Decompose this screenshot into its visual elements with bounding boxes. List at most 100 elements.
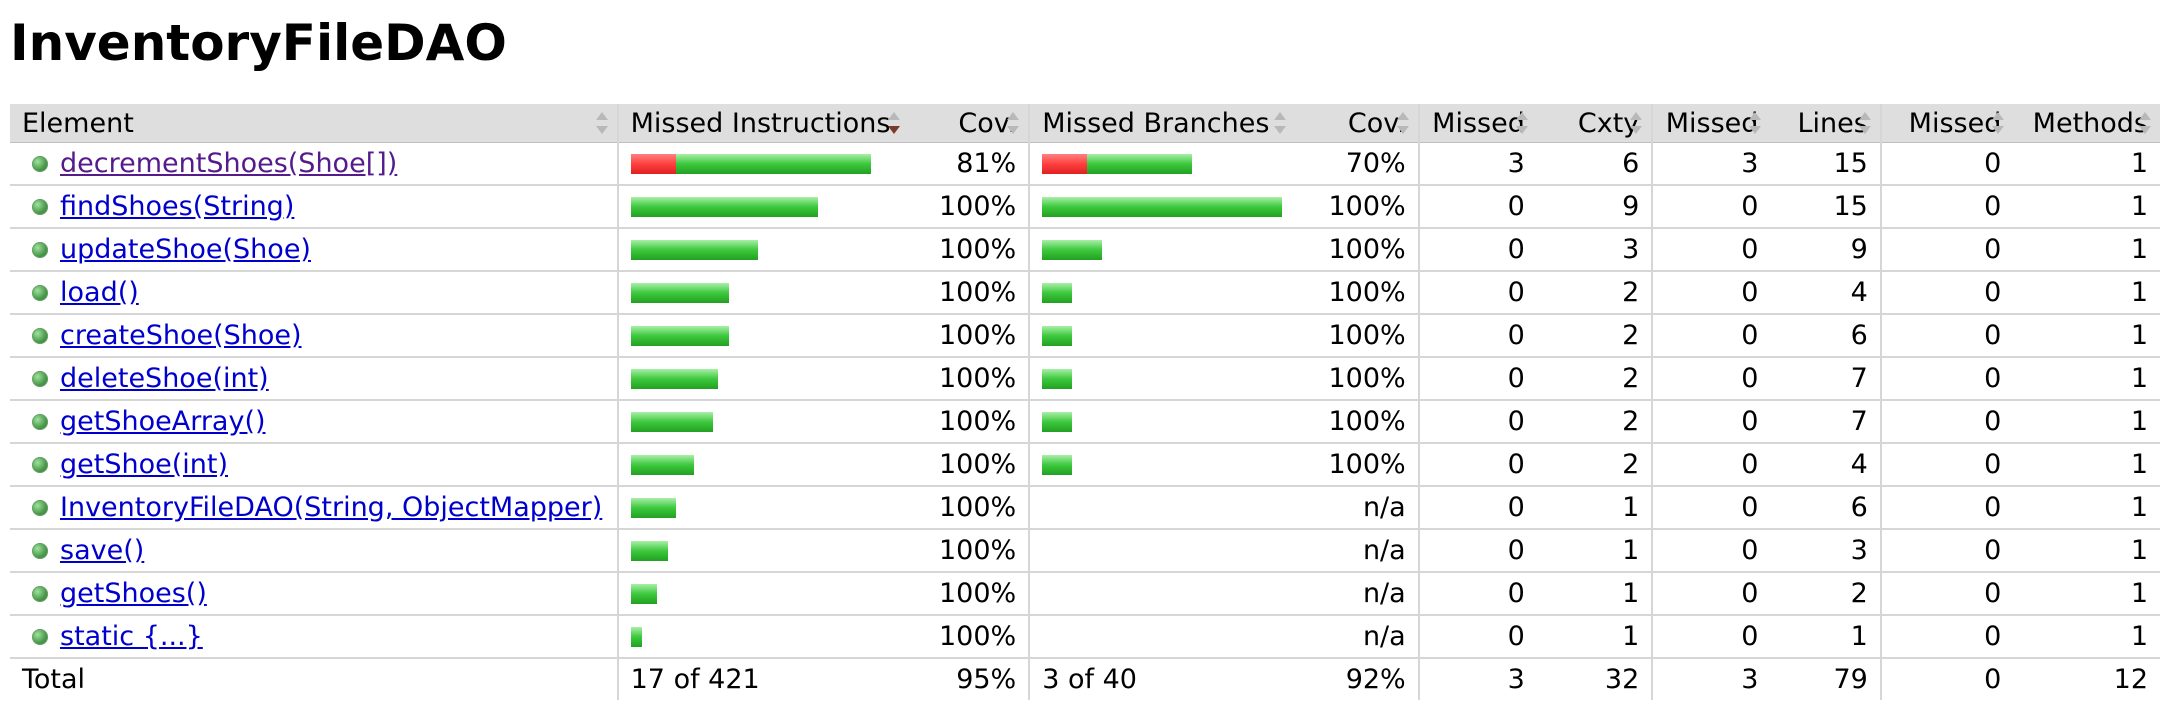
- missed-methods: 0: [1880, 486, 2014, 530]
- branches-covered-segment: [1087, 153, 1193, 174]
- table-row: deleteShoe(int) 100% 100% 0 2 0 7 0 1: [10, 357, 2160, 401]
- missed-branches-cell: [1029, 357, 1296, 401]
- branches-covered-segment: [1042, 411, 1073, 432]
- instructions-bar: [630, 583, 897, 604]
- method-link[interactable]: findShoes(String): [60, 191, 295, 222]
- missed-lines: 0: [1652, 228, 1771, 272]
- complexity: 2: [1536, 443, 1654, 487]
- column-header-label: Missed: [1665, 107, 1759, 139]
- method-link[interactable]: InventoryFileDAO(String, ObjectMapper): [60, 492, 603, 523]
- missed-branches-cell: [1029, 314, 1296, 358]
- branches-covered-segment: [1042, 239, 1103, 260]
- branches-coverage: n/a: [1295, 486, 1420, 530]
- public-method-icon: [32, 284, 48, 301]
- missed-lines: 0: [1652, 400, 1771, 444]
- instructions-bar: [630, 325, 897, 346]
- method-link[interactable]: updateShoe(Shoe): [60, 234, 311, 265]
- complexity: 1: [1536, 615, 1654, 659]
- column-header-missed-complexity[interactable]: Missed: [1418, 104, 1537, 143]
- methods: 1: [2013, 142, 2160, 186]
- branches-bar: [1042, 368, 1283, 389]
- instructions-covered-segment: [630, 583, 657, 604]
- branches-bar: [1042, 153, 1283, 174]
- branches-covered-segment: [1042, 196, 1283, 217]
- lines: 7: [1770, 400, 1882, 444]
- element-cell: findShoes(String): [10, 185, 619, 229]
- method-link[interactable]: decrementShoes(Shoe[]): [60, 148, 398, 179]
- column-header-label: Lines: [1797, 107, 1868, 139]
- missed-complexity: 0: [1418, 357, 1537, 401]
- table-row: decrementShoes(Shoe[]) 81% 70% 3 6 3 15 0 1: [10, 142, 2160, 186]
- column-header-instructions-coverage[interactable]: Cov.: [908, 104, 1031, 143]
- instructions-coverage: 81%: [908, 142, 1031, 186]
- branches-bar: [1042, 239, 1283, 260]
- sort-arrows-icon: [1006, 112, 1020, 134]
- lines: 4: [1770, 443, 1882, 487]
- missed-instructions-cell: [617, 314, 909, 358]
- method-link[interactable]: getShoe(int): [60, 449, 228, 480]
- method-link[interactable]: static {...}: [60, 621, 203, 652]
- lines: 15: [1770, 185, 1882, 229]
- missed-methods: 0: [1880, 400, 2014, 444]
- branches-covered-segment: [1042, 325, 1073, 346]
- sort-arrows-icon: [1991, 112, 2005, 134]
- missed-methods: 0: [1880, 572, 2014, 616]
- methods: 1: [2013, 486, 2160, 530]
- missed-instructions-cell: [617, 486, 909, 530]
- column-header-missed-branches[interactable]: Missed Branches: [1029, 104, 1296, 143]
- branches-coverage: 100%: [1295, 400, 1420, 444]
- instructions-covered-segment: [675, 153, 871, 174]
- column-header-lines[interactable]: Lines: [1770, 104, 1882, 143]
- missed-branches-cell: [1029, 271, 1296, 315]
- branches-coverage: 100%: [1295, 443, 1420, 487]
- complexity: 2: [1536, 314, 1654, 358]
- complexity: 2: [1536, 271, 1654, 315]
- column-header-complexity[interactable]: Cxty: [1536, 104, 1654, 143]
- column-header-methods[interactable]: Methods: [2013, 104, 2160, 143]
- table-row: InventoryFileDAO(String, ObjectMapper) 10…: [10, 486, 2160, 530]
- methods: 1: [2013, 357, 2160, 401]
- column-header-label: Cov.: [958, 107, 1017, 139]
- element-cell: deleteShoe(int): [10, 357, 619, 401]
- instructions-covered-segment: [630, 325, 729, 346]
- method-link[interactable]: getShoes(): [60, 578, 207, 609]
- sort-arrows-icon: [1396, 112, 1410, 134]
- missed-methods: 0: [1880, 271, 2014, 315]
- total-methods: 12: [2113, 664, 2148, 695]
- column-header-missed-methods[interactable]: Missed: [1880, 104, 2014, 143]
- methods: 1: [2013, 185, 2160, 229]
- methods: 1: [2013, 572, 2160, 616]
- instructions-coverage: 100%: [908, 357, 1031, 401]
- instructions-coverage: 100%: [908, 400, 1031, 444]
- methods: 1: [2013, 228, 2160, 272]
- column-header-branches-coverage[interactable]: Cov.: [1295, 104, 1420, 143]
- method-link[interactable]: deleteShoe(int): [60, 363, 269, 394]
- missed-methods: 0: [1880, 314, 2014, 358]
- element-cell: getShoes(): [10, 572, 619, 616]
- column-header-missed-instructions[interactable]: Missed Instructions: [617, 104, 909, 143]
- missed-lines: 0: [1652, 314, 1771, 358]
- missed-complexity: 0: [1418, 228, 1537, 272]
- complexity: 6: [1536, 142, 1654, 186]
- missed-branches-cell: [1029, 443, 1296, 487]
- instructions-covered-segment: [630, 196, 818, 217]
- branches-missed-segment: [1042, 153, 1088, 174]
- missed-branches-cell: [1029, 615, 1296, 659]
- method-link[interactable]: createShoe(Shoe): [60, 320, 302, 351]
- method-link[interactable]: save(): [60, 535, 145, 566]
- method-link[interactable]: getShoeArray(): [60, 406, 266, 437]
- method-link[interactable]: load(): [60, 277, 139, 308]
- total-label: Total: [10, 658, 619, 700]
- instructions-bar: [630, 368, 897, 389]
- table-row: updateShoe(Shoe) 100% 100% 0 3 0 9 0 1: [10, 228, 2160, 272]
- branches-covered-segment: [1042, 454, 1073, 475]
- missed-instructions-cell: [617, 228, 909, 272]
- table-row: static {...} 100% n/a 0 1 0 1 0 1: [10, 615, 2160, 659]
- lines: 1: [1770, 615, 1882, 659]
- column-header-element[interactable]: Element: [10, 104, 619, 143]
- missed-instructions-cell: [617, 572, 909, 616]
- missed-lines: 0: [1652, 529, 1771, 573]
- element-cell: save(): [10, 529, 619, 573]
- public-method-icon: [32, 499, 48, 516]
- column-header-missed-lines[interactable]: Missed: [1652, 104, 1771, 143]
